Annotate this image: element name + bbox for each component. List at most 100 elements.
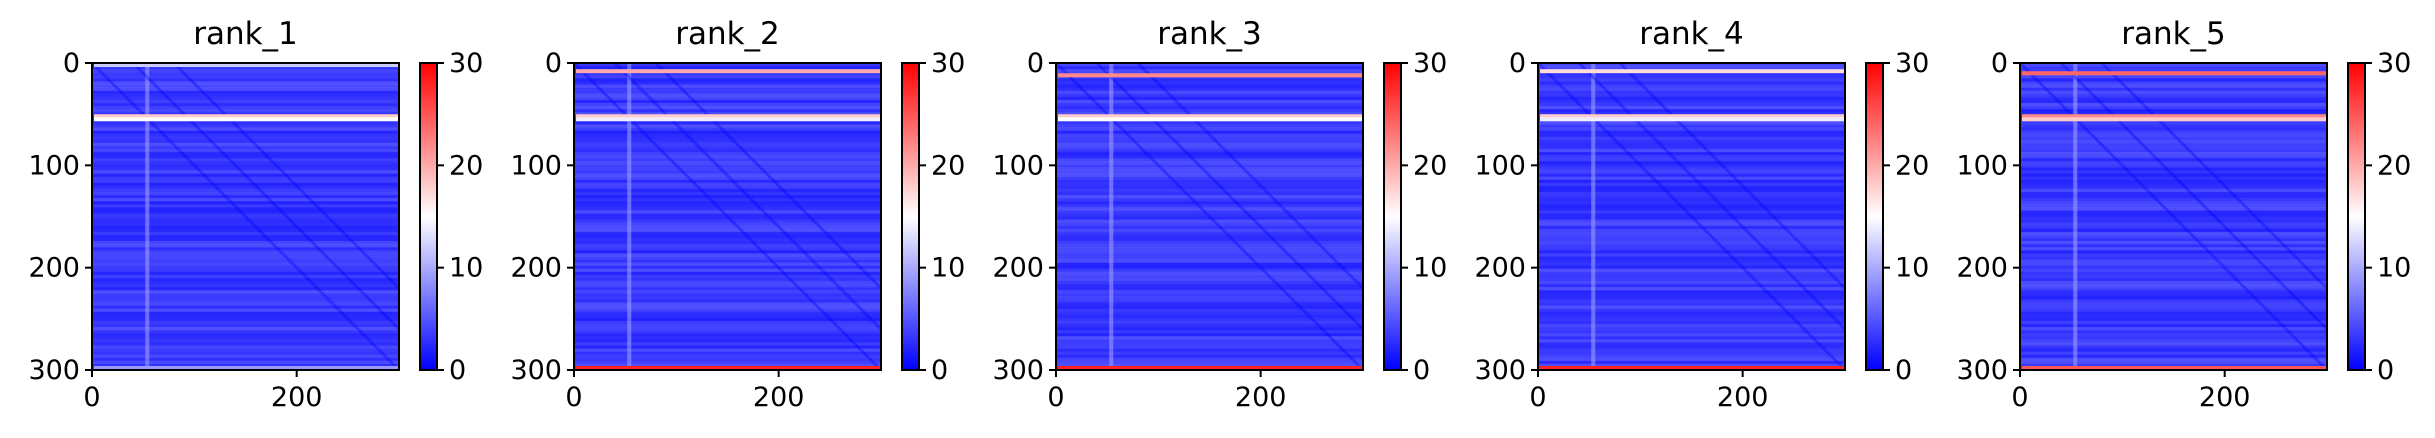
heatmap-row	[1056, 360, 1363, 365]
colorbar-tick-label: 0	[931, 355, 948, 386]
heatmap-column	[2073, 63, 2078, 370]
colorbar-frame	[1865, 62, 1884, 371]
heatmap-row	[2020, 145, 2327, 150]
heatmap-row	[1056, 201, 1363, 205]
heatmap-row	[2020, 127, 2327, 131]
heatmap-row	[1056, 155, 1363, 159]
heatmap-row	[1538, 354, 1845, 359]
heatmap-row	[92, 155, 399, 159]
heatmap-row	[2020, 112, 2327, 116]
heatmap-row	[92, 237, 399, 242]
y-tick-label: 200	[1474, 253, 1526, 284]
heatmap-row	[1538, 213, 1845, 217]
heatmap-row	[1056, 222, 1363, 227]
heatmap-row	[1538, 268, 1845, 273]
heatmap-row	[1538, 222, 1845, 227]
heatmap-row	[1538, 293, 1845, 297]
heatmap-row	[574, 317, 881, 322]
heatmap-row	[574, 75, 881, 79]
heatmap-row	[1056, 66, 1363, 70]
heatmap-row	[574, 78, 881, 82]
heatmap-row	[92, 342, 399, 346]
heatmap-row	[2020, 330, 2327, 334]
heatmap-row	[92, 280, 399, 285]
heatmap-row	[574, 333, 881, 337]
heatmap-row	[92, 277, 399, 282]
heatmap-row	[92, 204, 399, 208]
heatmap-row	[92, 87, 399, 92]
heatmap-row	[1056, 121, 1363, 125]
axes-frame	[2019, 62, 2328, 371]
heatmap-row	[1538, 158, 1845, 162]
heatmap-row	[1056, 231, 1363, 236]
heatmap-row	[1538, 72, 1845, 76]
heatmap-row	[2020, 93, 2327, 98]
heatmap-column	[145, 63, 150, 370]
heatmap-row	[1056, 293, 1363, 297]
heatmap-row	[1056, 330, 1363, 334]
heatmap-row	[1056, 78, 1363, 82]
x-tick-label: 200	[271, 382, 323, 413]
heatmap-row	[1538, 136, 1845, 141]
heatmap-row	[2020, 274, 2327, 279]
heatmap-row	[574, 320, 881, 325]
heatmap-row	[574, 81, 881, 85]
heatmap-row	[1538, 127, 1845, 131]
heatmap-row	[1538, 225, 1845, 230]
heatmap-row	[1538, 75, 1845, 79]
heatmap-row	[92, 164, 399, 168]
heatmap-row	[1538, 167, 1845, 171]
heatmap-row	[92, 69, 399, 73]
heatmap-row	[2020, 259, 2327, 263]
heatmap-row	[574, 265, 881, 270]
heatmap-row	[92, 228, 399, 233]
x-tick-label: 0	[565, 382, 582, 413]
heatmap-row	[92, 102, 399, 107]
heatmap-row	[1538, 102, 1845, 107]
heatmap-row	[2020, 314, 2327, 319]
heatmap-row	[2020, 290, 2327, 294]
heatmap-row	[2020, 173, 2327, 177]
heatmap-bright-row	[2022, 117, 2327, 122]
heatmap-row	[1056, 158, 1363, 162]
colorbar-tick-label: 10	[1413, 253, 1447, 284]
heatmap-row	[92, 182, 399, 187]
heatmap-row	[574, 311, 881, 316]
heatmap-row	[92, 311, 399, 316]
heatmap-row	[1056, 148, 1363, 153]
heatmap-row	[92, 314, 399, 319]
heatmap-row	[1056, 262, 1363, 267]
heatmap-row	[2020, 237, 2327, 242]
heatmap-row	[1056, 234, 1363, 239]
heatmap-bright-row	[94, 114, 400, 119]
heatmap-row	[2020, 207, 2327, 211]
heatmap-row	[1056, 219, 1363, 224]
heatmap-row	[92, 287, 399, 291]
heatmap-row	[2020, 225, 2327, 230]
heatmap-row	[1538, 284, 1845, 288]
heatmap-row	[1538, 109, 1845, 113]
heatmap-bright-row	[1540, 365, 1845, 370]
heatmap-row	[1056, 256, 1363, 260]
x-tick-label: 0	[1529, 382, 1546, 413]
heatmap-row	[2020, 302, 2327, 306]
heatmap-row	[1056, 167, 1363, 171]
heatmap-row	[1056, 112, 1363, 116]
heatmap-row	[2020, 158, 2327, 162]
axes-frame	[573, 62, 882, 371]
heatmap-row	[1538, 130, 1845, 135]
heatmap-row	[2020, 342, 2327, 346]
heatmap-row	[1056, 265, 1363, 270]
colorbar-frame	[901, 62, 920, 371]
heatmap-row	[2020, 317, 2327, 322]
heatmap-row	[92, 231, 399, 236]
heatmap-row	[2020, 277, 2327, 282]
heatmap-row	[92, 127, 399, 131]
heatmap-row	[574, 293, 881, 297]
y-tick-label: 0	[1027, 48, 1044, 79]
heatmap-row	[2020, 81, 2327, 85]
heatmap-row	[1538, 210, 1845, 214]
heatmap-row	[92, 109, 399, 113]
heatmap-row	[574, 302, 881, 306]
